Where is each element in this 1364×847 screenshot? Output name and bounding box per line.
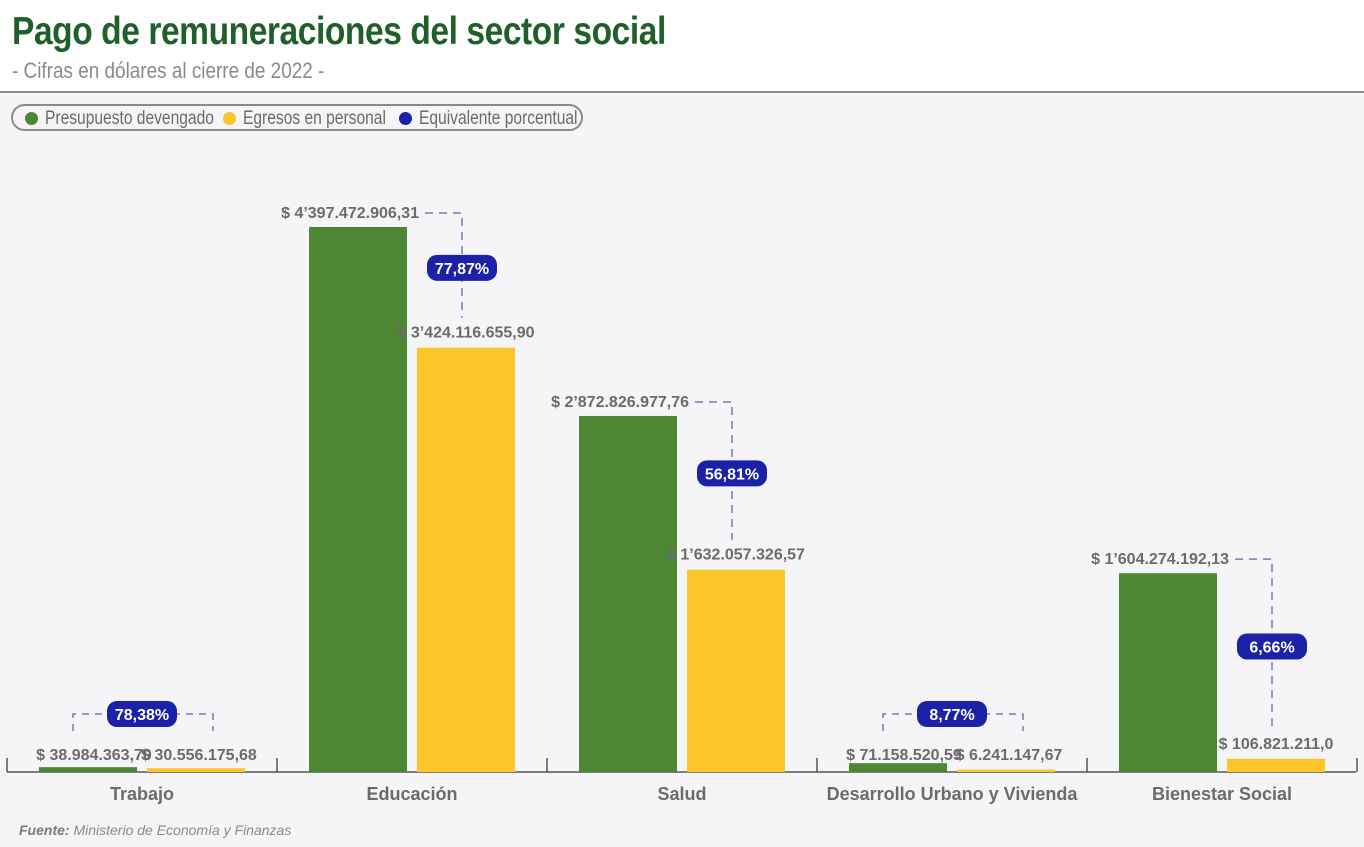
percentage-label: 77,87%: [435, 261, 489, 278]
value-label-egresos: $ 3’424.116.655,90: [397, 325, 534, 342]
bar-egresos: [957, 769, 1055, 772]
legend-item-equivalente: Equivalente porcentual: [399, 107, 612, 130]
value-label-egresos: $ 30.556.175,68: [141, 747, 257, 764]
bar-egresos: [417, 347, 515, 772]
chart-subtitle: - Cifras en dólares al cierre de 2022 -: [12, 58, 325, 83]
bar-presupuesto: [849, 763, 947, 772]
percentage-pill: [1237, 633, 1307, 660]
bar-egresos: [1227, 758, 1325, 772]
legend-label: Equivalente porcentual: [419, 107, 578, 129]
value-label-egresos: $ 106.821.211,0: [1219, 736, 1334, 753]
percentage-label: 78,38%: [115, 707, 169, 724]
bar-presupuesto: [309, 227, 407, 772]
bar-egresos: [687, 569, 785, 772]
percentage-pill: [917, 701, 987, 727]
value-label-presupuesto: $ 71.158.520,59: [846, 747, 962, 764]
value-label-presupuesto: $ 2’872.826.977,76: [551, 394, 689, 411]
connector-line: [695, 401, 733, 540]
value-label-presupuesto: $ 4’397.472.906,31: [281, 205, 419, 222]
legend: Presupuesto devengado Egresos en persona…: [11, 104, 583, 131]
category-label: Bienestar Social: [1152, 784, 1292, 804]
bar-egresos: [147, 768, 245, 772]
yellow-dot-icon: [223, 112, 236, 125]
source-text: Ministerio de Economía y Finanzas: [73, 822, 292, 838]
value-label-presupuesto: $ 1’604.274.192,13: [1091, 551, 1229, 568]
percentage-pill: [107, 701, 177, 727]
percentage-pill: [427, 254, 497, 281]
category-label: Salud: [657, 784, 706, 804]
value-label-egresos: $ 1’632.057.326,57: [667, 547, 805, 564]
source-label: Fuente:: [19, 822, 70, 838]
blue-dot-icon: [399, 112, 412, 125]
legend-label: Presupuesto devengado: [45, 107, 214, 129]
legend-item-egresos: Egresos en personal: [223, 107, 417, 130]
bar-presupuesto: [39, 767, 137, 772]
legend-item-presupuesto: Presupuesto devengado: [25, 107, 251, 130]
bar-presupuesto: [579, 415, 677, 772]
source-note: Fuente: Ministerio de Economía y Finanza…: [19, 822, 291, 838]
percentage-label: 6,66%: [1249, 639, 1294, 656]
value-label-presupuesto: $ 38.984.363,70: [36, 747, 152, 764]
category-label: Trabajo: [110, 784, 174, 804]
bar-presupuesto: [1119, 573, 1217, 772]
percentage-label: 56,81%: [705, 466, 759, 483]
category-label: Educación: [366, 784, 457, 804]
legend-label: Egresos en personal: [243, 107, 386, 129]
category-label: Desarrollo Urbano y Vivienda: [827, 784, 1079, 804]
header: Pago de remuneraciones del sector social…: [0, 0, 1364, 93]
percentage-label: 8,77%: [929, 707, 974, 724]
value-label-egresos: $ 6.241.147,67: [956, 747, 1063, 764]
percentage-pill: [697, 460, 767, 487]
green-dot-icon: [25, 112, 38, 125]
chart-title: Pago de remuneraciones del sector social: [12, 10, 666, 53]
